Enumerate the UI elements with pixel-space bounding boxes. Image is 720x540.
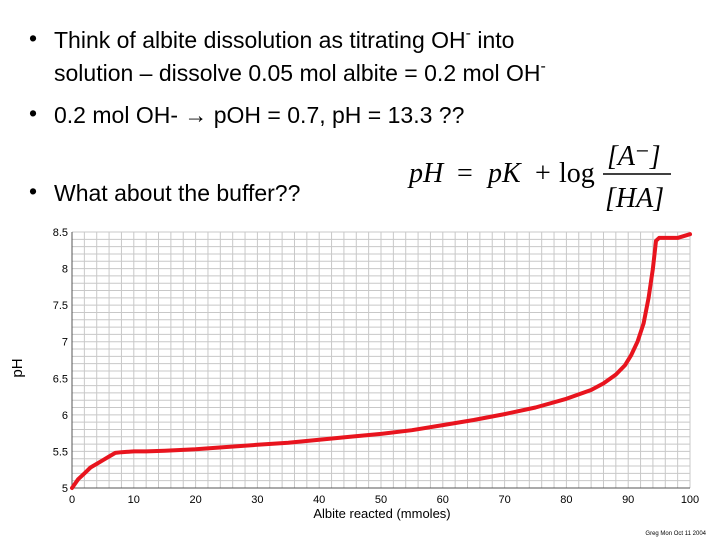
equation-ph: pH [407, 158, 445, 189]
chart-tick-labels: 0 10 20 30 40 50 60 70 80 90 100 5 5.5 6 6.5 7 7.5 8 8.5 [53, 227, 699, 506]
x-tick-label: 50 [375, 494, 387, 506]
x-tick-label: 40 [313, 494, 325, 506]
x-tick-label: 30 [251, 494, 263, 506]
bullet-marker: • [29, 100, 38, 126]
equation-log: log [559, 158, 595, 189]
bullet-marker: • [29, 178, 38, 204]
y-tick-label: 6 [62, 410, 68, 422]
x-tick-label: 80 [560, 494, 572, 506]
equation-plus: + [535, 158, 551, 189]
superscript-minus: - [540, 58, 546, 75]
equation-numerator: [A⁻] [607, 141, 661, 172]
equation-denominator: [HA] [605, 183, 664, 214]
bullet-1-text-a: Think of albite dissolution as titrating… [54, 27, 466, 53]
y-axis-label: pH [9, 358, 26, 377]
bullet-1-text-c: solution – dissolve 0.05 mol albite = 0.… [54, 60, 541, 86]
ph-titration-chart: 0 10 20 30 40 50 60 70 80 90 100 5 5.5 6 6.5 7 7.5 8 8.5 p… [9, 227, 707, 537]
x-tick-label: 70 [498, 494, 510, 506]
bullet-2-text: 0.2 mol OH- → pOH = 0.7, pH = 13.3 ?? [54, 102, 465, 128]
bullet-1-line-2: solution – dissolve 0.05 mol albite = 0.… [54, 58, 546, 92]
bullet-1-line-1: Think of albite dissolution as titrating… [54, 25, 514, 59]
x-axis-label: Albite reacted (mmoles) [313, 506, 450, 521]
equation-equals: = [457, 158, 473, 189]
bullet-3-text: What about the buffer?? [54, 180, 301, 206]
x-tick-label: 10 [128, 494, 140, 506]
y-tick-label: 6.5 [53, 373, 68, 385]
henderson-hasselbalch-equation: pH = pK + log [A⁻] [HA] [407, 141, 671, 214]
x-tick-label: 90 [622, 494, 634, 506]
bullet-marker: • [29, 25, 38, 51]
x-tick-label: 20 [189, 494, 201, 506]
y-tick-label: 8.5 [53, 227, 68, 239]
x-tick-label: 100 [681, 494, 699, 506]
bullet-1-text-b: into [470, 27, 515, 53]
y-tick-label: 7.5 [53, 300, 68, 312]
y-tick-label: 5.5 [53, 446, 68, 458]
chart-credit: Greg Mon Oct 11 2004 [645, 531, 706, 537]
y-tick-label: 7 [62, 337, 68, 349]
superscript-minus: - [465, 25, 471, 42]
ph-curve-line [70, 232, 692, 490]
x-tick-label: 60 [437, 494, 449, 506]
y-tick-label: 8 [62, 264, 68, 276]
chart-grid [71, 231, 691, 489]
y-tick-label: 5 [62, 483, 68, 495]
equation-pk: pK [486, 158, 522, 189]
x-tick-label: 0 [69, 494, 75, 506]
